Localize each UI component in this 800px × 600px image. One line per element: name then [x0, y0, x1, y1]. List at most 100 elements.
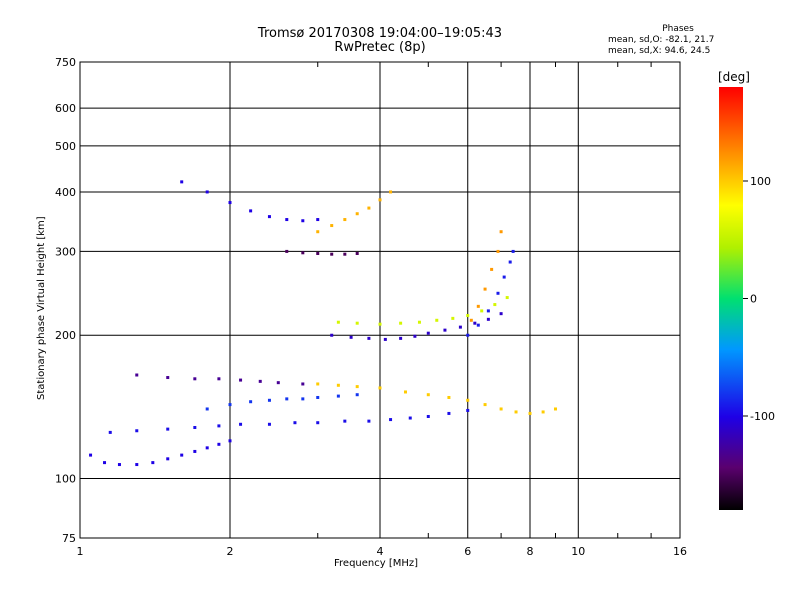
data-point: [399, 321, 403, 325]
data-point: [367, 419, 371, 423]
data-point: [228, 201, 232, 205]
data-point: [228, 403, 232, 407]
data-points: [89, 180, 557, 467]
data-point: [205, 407, 209, 411]
colorbar-tick-label: 0: [750, 293, 757, 306]
data-point: [469, 318, 473, 322]
colorbar-ticks: 100 0 -100: [743, 175, 775, 423]
data-point: [228, 439, 232, 443]
data-point: [426, 393, 430, 397]
data-point: [355, 393, 359, 397]
data-point: [389, 190, 393, 194]
data-point: [301, 382, 305, 386]
data-point: [466, 314, 470, 318]
data-point: [301, 397, 305, 401]
data-point: [301, 219, 305, 223]
data-point: [490, 267, 494, 271]
data-point: [480, 309, 484, 313]
stats-line-x: mean, sd,X: 94.6, 24.5: [608, 46, 711, 56]
data-point: [378, 198, 382, 202]
data-point: [502, 275, 506, 279]
data-point: [435, 318, 439, 322]
data-point: [316, 230, 320, 234]
data-point: [89, 453, 93, 457]
data-point: [316, 421, 320, 425]
data-point: [355, 251, 359, 255]
data-point: [166, 457, 170, 461]
data-point: [217, 377, 221, 381]
data-point: [239, 422, 243, 426]
data-point: [447, 411, 451, 415]
data-point: [378, 386, 382, 390]
data-point: [330, 224, 334, 228]
data-point: [355, 385, 359, 389]
x-tick-label: 6: [464, 545, 471, 558]
data-point: [166, 376, 170, 380]
data-point: [151, 461, 155, 465]
y-tick-label: 600: [55, 102, 76, 115]
data-point: [285, 397, 289, 401]
data-point: [330, 333, 334, 337]
data-point: [267, 422, 271, 426]
stats-block: Phases mean, sd,O: -82.1, 21.7 mean, sd,…: [608, 24, 748, 57]
x-tick-label: 2: [227, 545, 234, 558]
data-point: [249, 209, 253, 213]
x-tick-label: 1: [77, 545, 84, 558]
data-point: [239, 378, 243, 382]
data-point: [108, 430, 112, 434]
data-point: [486, 317, 490, 321]
data-point: [205, 190, 209, 194]
data-point: [316, 218, 320, 222]
data-point: [135, 373, 139, 377]
data-point: [135, 429, 139, 433]
data-point: [301, 251, 305, 255]
data-point: [205, 446, 209, 450]
chart-title: Tromsø 20170308 19:04:00–19:05:43: [257, 26, 503, 41]
data-point: [336, 394, 340, 398]
grid: [80, 62, 680, 538]
data-point: [180, 453, 184, 457]
data-point: [193, 377, 197, 381]
data-point: [285, 249, 289, 253]
data-point: [336, 383, 340, 387]
data-point: [483, 287, 487, 291]
data-point: [473, 321, 477, 325]
data-point: [483, 403, 487, 407]
data-point: [249, 400, 253, 404]
data-point: [426, 331, 430, 335]
x-tick-label: 10: [571, 545, 585, 558]
data-point: [476, 323, 480, 327]
y-tick-label: 200: [55, 329, 76, 342]
colorbar: [719, 87, 743, 510]
data-point: [267, 215, 271, 219]
data-point: [316, 382, 320, 386]
data-point: [458, 325, 462, 329]
data-point: [367, 206, 371, 210]
data-point: [378, 322, 382, 326]
data-point: [135, 463, 139, 467]
data-point: [258, 379, 262, 383]
data-point: [476, 304, 480, 308]
data-point: [316, 251, 320, 255]
data-point: [486, 309, 490, 313]
ticks: 1 2 4 6 8 10 16 75 100 200 300 400 500 600 750: [55, 56, 687, 558]
data-point: [193, 449, 197, 453]
x-axis-label: Frequency [MHz]: [334, 558, 419, 569]
stats-heading: Phases: [662, 24, 694, 34]
data-point: [276, 381, 280, 385]
data-point: [355, 321, 359, 325]
data-point: [343, 252, 347, 256]
stats-line-o: mean, sd,O: -82.1, 21.7: [608, 35, 715, 45]
data-point: [399, 336, 403, 340]
data-point: [408, 416, 412, 420]
data-point: [493, 303, 497, 307]
y-tick-label: 500: [55, 140, 76, 153]
data-point: [499, 230, 503, 234]
y-tick-label: 750: [55, 56, 76, 69]
data-point: [217, 442, 221, 446]
data-point: [466, 398, 470, 402]
data-point: [383, 337, 387, 341]
data-point: [193, 425, 197, 429]
data-point: [180, 180, 184, 184]
